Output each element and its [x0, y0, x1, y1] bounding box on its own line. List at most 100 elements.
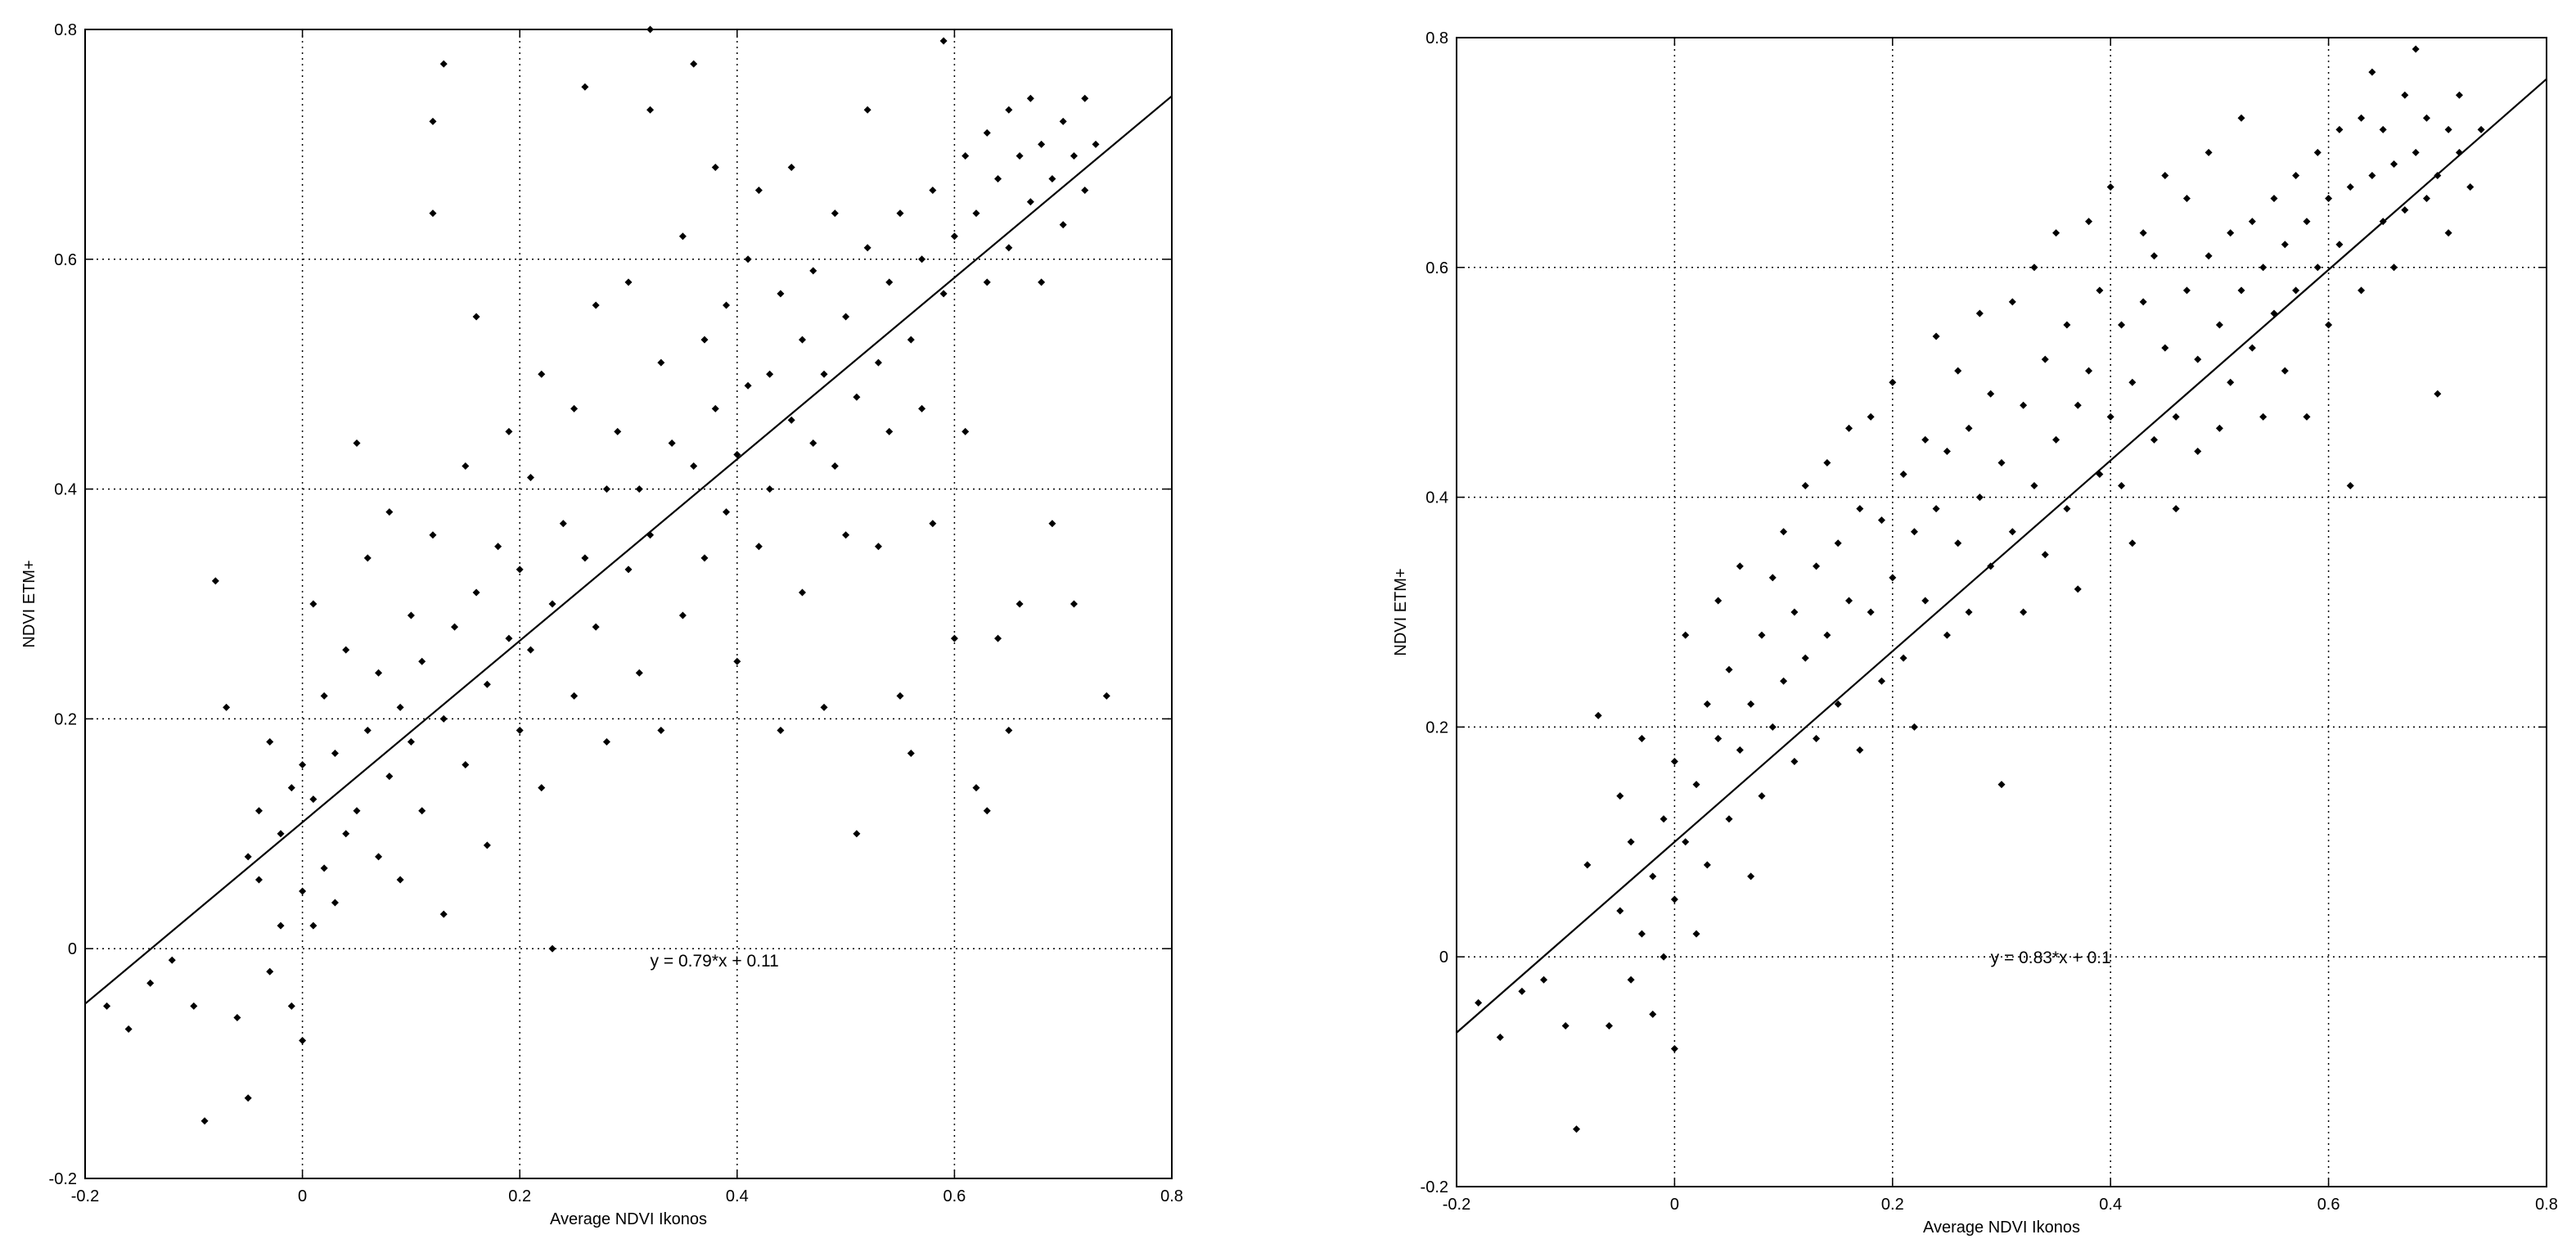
- scatter-point: [2139, 298, 2147, 306]
- scatter-point: [2161, 171, 2169, 179]
- scatter-point: [1867, 412, 1875, 421]
- scatter-point: [1899, 471, 1907, 479]
- scatter-point: [678, 232, 687, 241]
- scatter-point: [146, 979, 155, 987]
- scatter-point: [787, 416, 795, 424]
- scatter-point: [462, 761, 470, 769]
- scatter-point: [2390, 264, 2398, 272]
- scatter-point: [494, 543, 502, 551]
- scatter-point: [1048, 520, 1056, 528]
- scatter-point: [2030, 264, 2038, 272]
- scatter-point: [972, 784, 980, 792]
- scatter-point: [983, 807, 991, 815]
- scatter-point: [2325, 321, 2333, 329]
- scatter-point: [1997, 781, 2006, 789]
- scatter-point: [929, 520, 937, 528]
- scatter-point: [896, 692, 904, 700]
- y-axis-label: NDVI ETM+: [20, 560, 38, 647]
- scatter-point: [766, 370, 774, 378]
- scatter-point: [2182, 195, 2191, 203]
- scatter-point: [418, 657, 426, 665]
- scatter-point: [2041, 355, 2049, 363]
- regression-line: [1456, 78, 2547, 1034]
- scatter-point: [244, 853, 252, 861]
- scatter-point: [2194, 355, 2202, 363]
- scatter-point: [798, 336, 806, 344]
- scatter-point: [1801, 482, 1809, 490]
- scatter-point: [1070, 600, 1078, 608]
- scatter-point: [244, 1094, 252, 1102]
- scatter-point: [254, 876, 263, 884]
- scatter-point: [657, 726, 665, 734]
- scatter-point: [1736, 562, 1744, 570]
- scatter-point: [831, 210, 839, 218]
- scatter-point: [2215, 424, 2223, 432]
- scatter-point: [1877, 677, 1885, 685]
- scatter-point: [418, 807, 426, 815]
- scatter-point: [2303, 412, 2311, 421]
- scatter-point: [2204, 252, 2213, 260]
- scatter-point: [2161, 344, 2169, 352]
- scatter-point: [1627, 838, 1635, 846]
- axes-frame: [1456, 37, 2547, 1187]
- scatter-point: [994, 634, 1002, 642]
- scatter-point: [2401, 206, 2409, 214]
- scatter-point: [2227, 378, 2235, 386]
- y-tick-label: 0: [68, 940, 77, 958]
- plot-area: [85, 29, 1172, 1178]
- y-tick-label: 0.8: [54, 21, 77, 39]
- scatter-point: [2085, 367, 2093, 375]
- scatter-point: [2106, 412, 2114, 421]
- y-tick-label: -0.2: [1421, 1178, 1448, 1196]
- scatter-point: [711, 163, 719, 171]
- scatter-point: [2194, 447, 2202, 455]
- scatter-point: [299, 761, 307, 769]
- scatter-point: [1823, 458, 1831, 466]
- scatter-point: [2118, 482, 2126, 490]
- x-tick-label: 0.6: [943, 1187, 966, 1205]
- scatter-point: [2041, 551, 2049, 559]
- scatter-point: [2074, 401, 2082, 409]
- x-tick-label: 0.4: [2099, 1196, 2122, 1214]
- scatter-point: [429, 531, 437, 539]
- scatter-point: [961, 427, 970, 435]
- scatter-point: [2128, 539, 2137, 547]
- scatter-point: [2390, 160, 2398, 168]
- scatter-point: [777, 726, 785, 734]
- scatter-point: [2303, 218, 2311, 226]
- scatter-point: [2215, 321, 2223, 329]
- scatter-point: [1016, 151, 1024, 160]
- scatter-point: [678, 611, 687, 619]
- scatter-point: [2412, 148, 2420, 156]
- scatter-point: [211, 577, 219, 585]
- x-tick-label: 0.2: [1881, 1196, 1904, 1214]
- scatter-point: [2346, 183, 2354, 191]
- scatter-point: [983, 128, 991, 137]
- scatter-point: [331, 899, 339, 907]
- scatter-point: [1780, 677, 1788, 685]
- scatter-point: [711, 404, 719, 412]
- scatter-point: [1921, 597, 1930, 605]
- scatter-point: [2172, 412, 2180, 421]
- scatter-point: [2368, 171, 2376, 179]
- scatter-point: [733, 657, 741, 665]
- scatter-point: [1877, 516, 1885, 525]
- scatter-point: [2172, 505, 2180, 513]
- scatter-point: [407, 611, 415, 619]
- scatter-point: [2063, 321, 2071, 329]
- scatter-point: [287, 784, 295, 792]
- scatter-point: [853, 830, 861, 838]
- scatter-point: [918, 404, 926, 412]
- scatter-point: [483, 680, 491, 688]
- scatter-point: [385, 773, 394, 781]
- scatter-point: [299, 887, 307, 895]
- scatter-point: [299, 1037, 307, 1045]
- scatter-point: [309, 600, 317, 608]
- scatter-point: [842, 531, 850, 539]
- scatter-point: [124, 1025, 133, 1033]
- scatter-point: [1637, 930, 1646, 938]
- scatter-point: [1627, 975, 1635, 984]
- scatter-point: [2477, 125, 2485, 133]
- scatter-point: [2150, 435, 2158, 444]
- scatter-point: [1703, 861, 1711, 869]
